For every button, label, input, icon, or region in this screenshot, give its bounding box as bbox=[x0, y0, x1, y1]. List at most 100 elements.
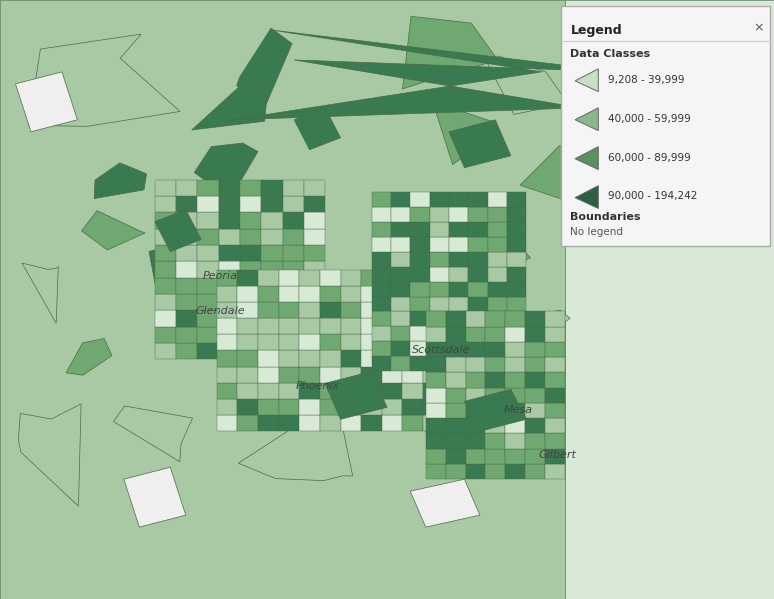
FancyBboxPatch shape bbox=[561, 6, 770, 246]
Bar bbox=[238, 350, 258, 367]
Bar bbox=[300, 415, 320, 431]
Bar bbox=[155, 261, 176, 278]
Text: Glendale: Glendale bbox=[196, 307, 245, 316]
Bar bbox=[176, 229, 197, 245]
Bar bbox=[507, 282, 526, 297]
Bar bbox=[258, 318, 279, 334]
Bar bbox=[238, 286, 258, 302]
Bar bbox=[279, 334, 300, 350]
Bar bbox=[485, 357, 505, 373]
Bar bbox=[240, 180, 262, 196]
Bar bbox=[279, 367, 300, 383]
Bar bbox=[446, 311, 465, 326]
Bar bbox=[197, 196, 218, 213]
Bar bbox=[217, 383, 238, 399]
Bar bbox=[505, 357, 526, 373]
Bar bbox=[262, 213, 283, 229]
Bar bbox=[410, 222, 430, 237]
Bar bbox=[361, 367, 382, 383]
Bar bbox=[197, 343, 218, 359]
Bar bbox=[303, 196, 325, 213]
Bar bbox=[468, 326, 488, 341]
Bar bbox=[218, 278, 240, 294]
Bar bbox=[382, 399, 402, 415]
Bar bbox=[303, 278, 325, 294]
Bar bbox=[258, 334, 279, 350]
Bar bbox=[258, 270, 279, 286]
Bar bbox=[410, 356, 430, 371]
Bar bbox=[391, 192, 410, 207]
Bar bbox=[465, 464, 485, 479]
Bar bbox=[465, 326, 485, 342]
Bar bbox=[258, 383, 279, 399]
Bar bbox=[303, 294, 325, 310]
Bar bbox=[217, 334, 238, 350]
Bar bbox=[372, 311, 391, 326]
Bar bbox=[465, 403, 485, 418]
Bar bbox=[485, 373, 505, 388]
Bar bbox=[465, 388, 485, 403]
Polygon shape bbox=[325, 371, 387, 419]
Bar bbox=[402, 399, 423, 415]
Bar bbox=[468, 282, 488, 297]
Bar bbox=[382, 334, 402, 350]
Bar bbox=[423, 399, 444, 415]
Bar bbox=[430, 297, 449, 311]
Bar bbox=[545, 418, 565, 434]
Bar bbox=[465, 342, 485, 357]
Bar bbox=[423, 383, 444, 399]
Bar bbox=[303, 326, 325, 343]
Bar bbox=[218, 245, 240, 261]
Bar bbox=[402, 270, 423, 286]
Bar bbox=[446, 434, 465, 449]
Bar bbox=[382, 318, 402, 334]
Bar bbox=[372, 356, 391, 371]
Bar bbox=[217, 415, 238, 431]
Bar bbox=[262, 196, 283, 213]
Bar bbox=[426, 342, 446, 357]
Bar bbox=[485, 326, 505, 342]
Polygon shape bbox=[449, 120, 511, 168]
Bar bbox=[361, 383, 382, 399]
Bar bbox=[402, 286, 423, 302]
Bar bbox=[240, 245, 262, 261]
Bar bbox=[423, 350, 444, 367]
Bar bbox=[444, 302, 464, 318]
Bar bbox=[444, 367, 464, 383]
Bar bbox=[382, 302, 402, 318]
Bar bbox=[176, 278, 197, 294]
Bar bbox=[283, 213, 303, 229]
Bar bbox=[507, 267, 526, 282]
Bar bbox=[218, 229, 240, 245]
Bar bbox=[176, 196, 197, 213]
Bar bbox=[485, 434, 505, 449]
Bar bbox=[426, 464, 446, 479]
Bar bbox=[262, 294, 283, 310]
Bar bbox=[372, 192, 391, 207]
Text: Gilbert: Gilbert bbox=[539, 450, 576, 460]
Bar bbox=[391, 282, 410, 297]
Bar bbox=[465, 311, 485, 326]
Bar bbox=[465, 449, 485, 464]
Bar bbox=[391, 252, 410, 267]
Polygon shape bbox=[396, 358, 472, 435]
Bar bbox=[468, 311, 488, 326]
Bar bbox=[283, 180, 303, 196]
Bar bbox=[391, 267, 410, 282]
Polygon shape bbox=[565, 0, 774, 599]
Bar bbox=[262, 180, 283, 196]
Bar bbox=[240, 213, 262, 229]
Bar bbox=[485, 311, 505, 326]
Bar bbox=[423, 415, 444, 431]
Bar bbox=[176, 261, 197, 278]
Bar bbox=[446, 403, 465, 418]
Bar bbox=[545, 311, 565, 326]
Bar bbox=[382, 286, 402, 302]
Bar bbox=[240, 278, 262, 294]
Bar bbox=[240, 261, 262, 278]
Bar bbox=[372, 326, 391, 341]
Bar bbox=[488, 341, 507, 356]
Bar bbox=[240, 310, 262, 326]
Bar bbox=[391, 326, 410, 341]
Bar bbox=[526, 388, 545, 403]
